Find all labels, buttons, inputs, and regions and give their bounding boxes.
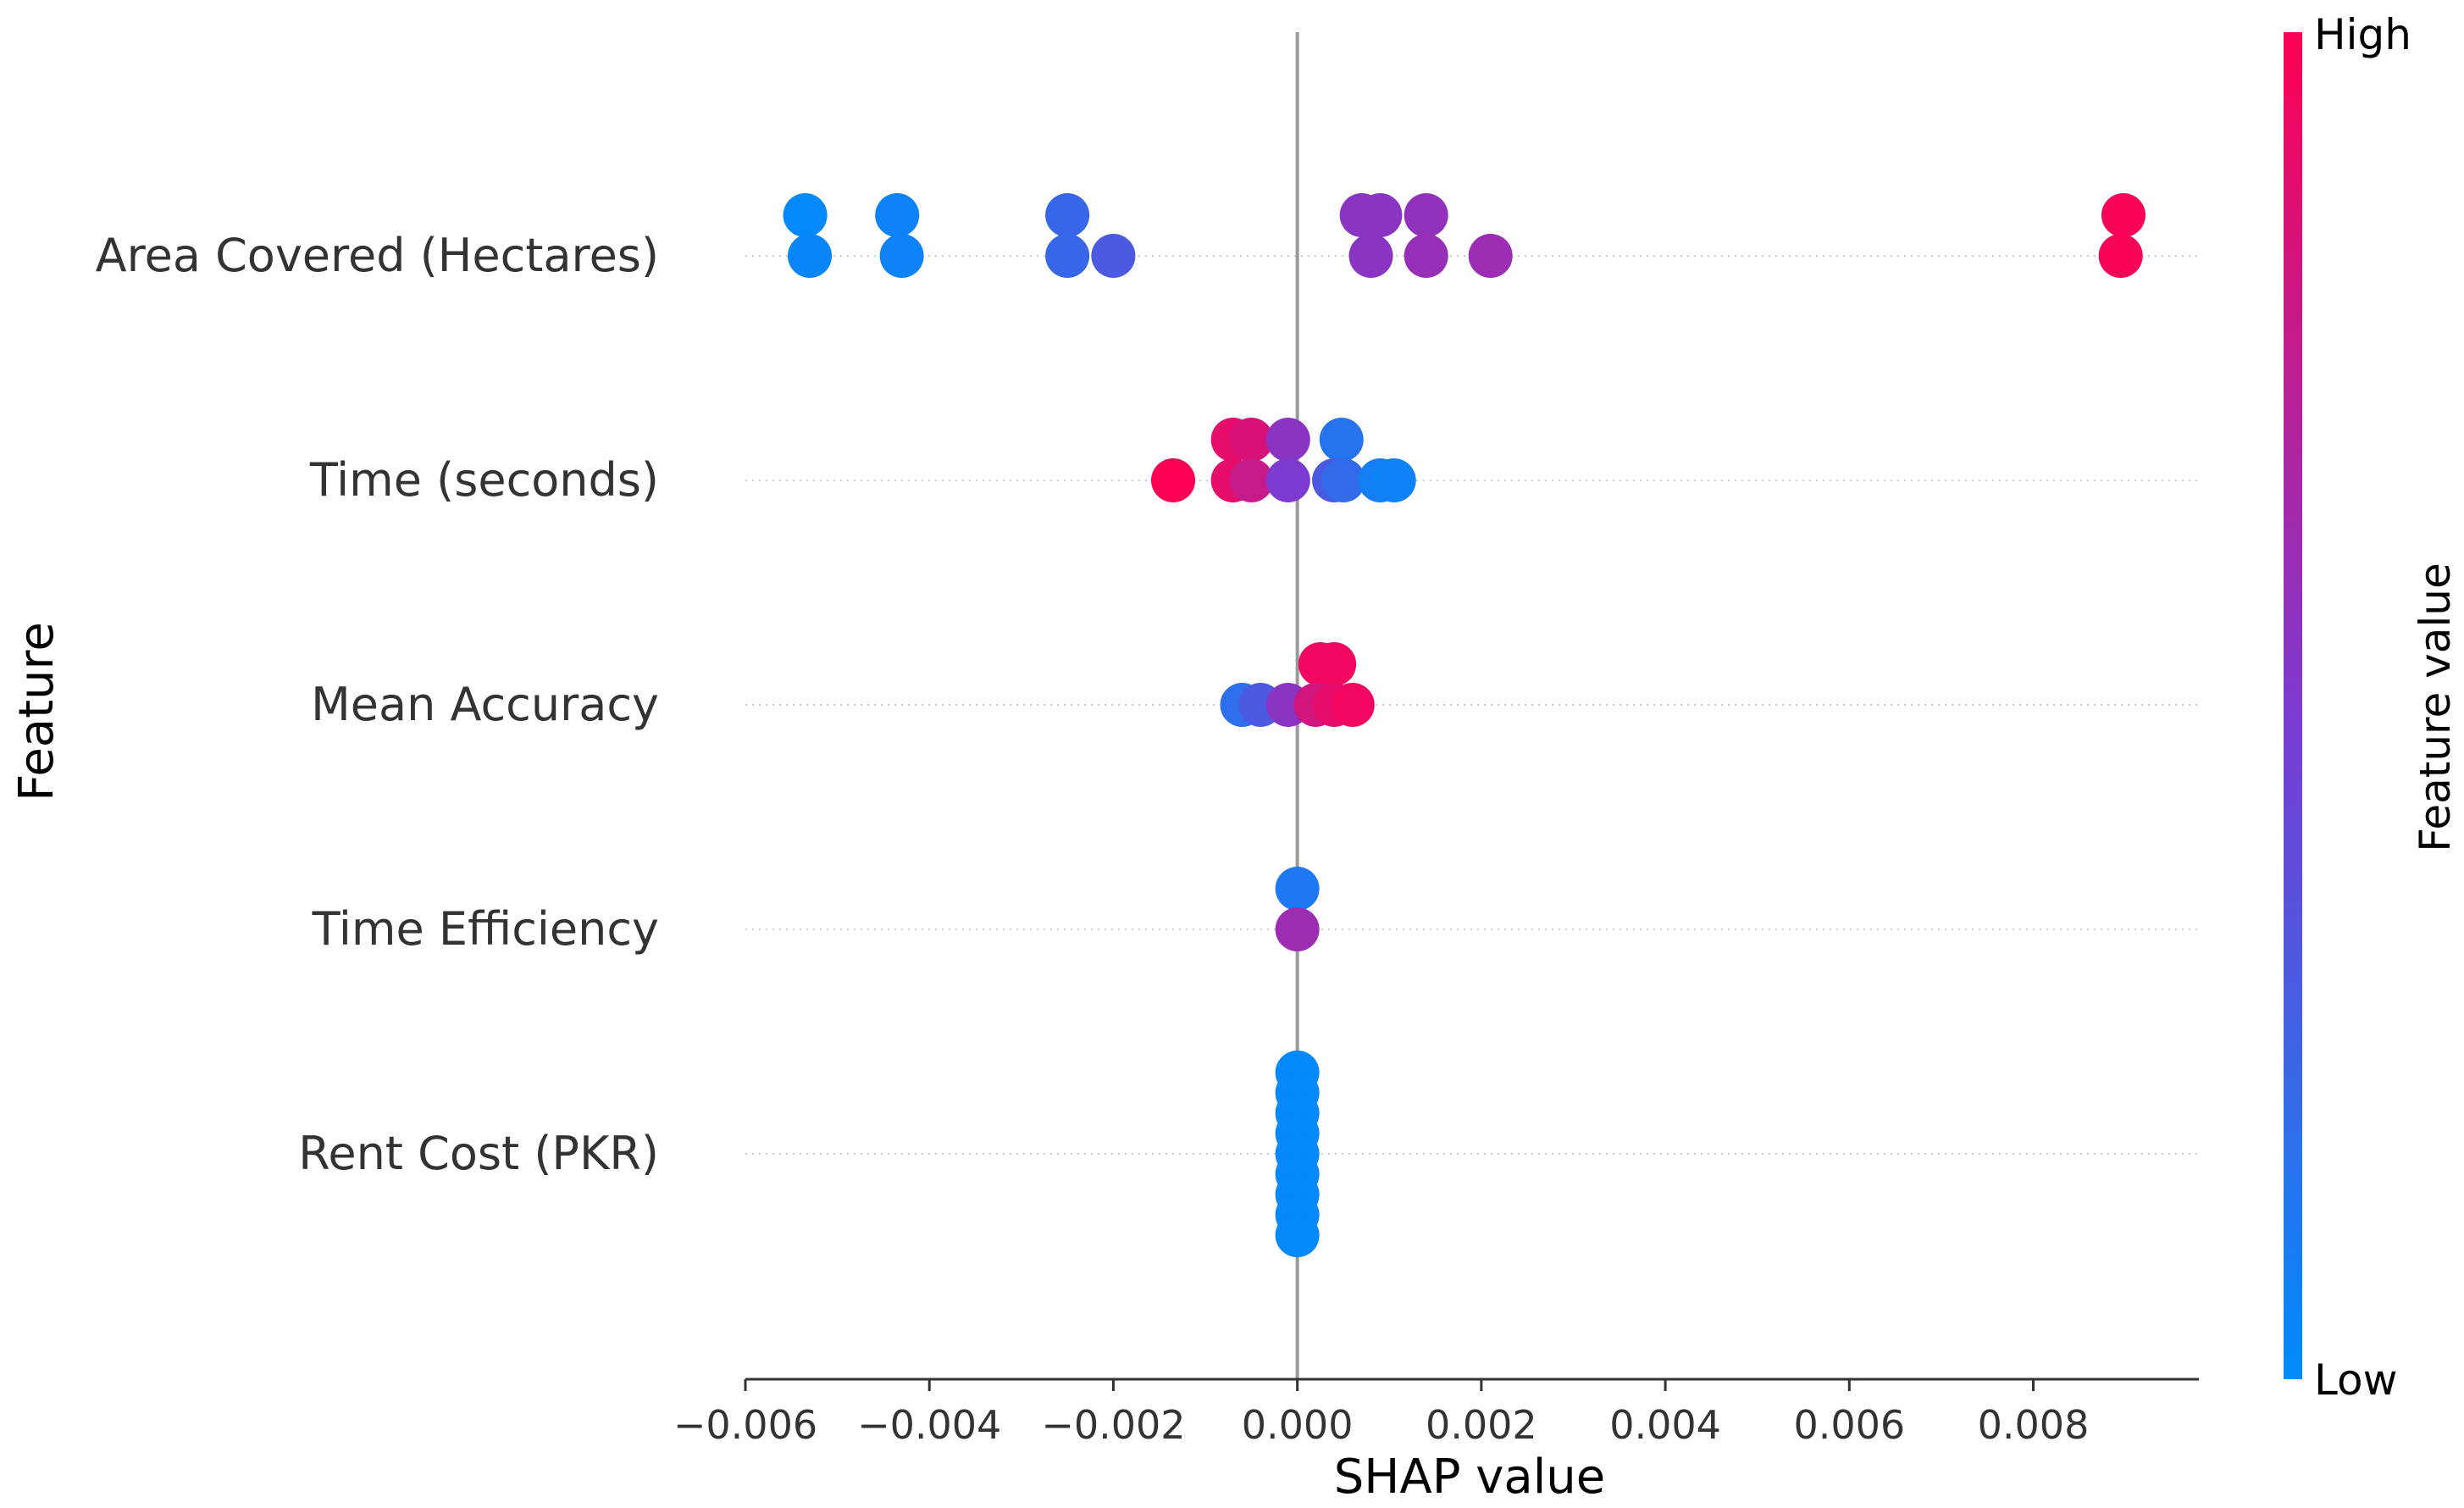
- data-point: [1358, 193, 1403, 237]
- data-point: [1312, 642, 1357, 686]
- data-point: [1229, 458, 1274, 502]
- y-axis-title: Feature: [9, 622, 64, 801]
- data-point: [879, 234, 924, 278]
- x-tick-label: 0.008: [1978, 1402, 2090, 1448]
- data-point: [1404, 234, 1448, 278]
- data-point: [1265, 418, 1310, 462]
- x-tick-label: −0.002: [1041, 1402, 1185, 1448]
- x-tick-label: −0.006: [673, 1402, 817, 1448]
- data-point: [1045, 234, 1090, 278]
- feature-label: Rent Cost (PKR): [298, 1127, 659, 1180]
- data-point: [1348, 234, 1393, 278]
- data-point: [1045, 193, 1090, 237]
- data-point: [1371, 458, 1416, 502]
- feature-label: Area Covered (Hectares): [96, 229, 659, 282]
- data-points: [783, 193, 2146, 1257]
- data-point: [1321, 458, 1365, 502]
- data-point: [1265, 458, 1310, 502]
- x-tick-label: 0.004: [1609, 1402, 1721, 1448]
- data-point: [2101, 193, 2146, 237]
- data-point: [1091, 234, 1136, 278]
- x-axis-ticks: −0.006 −0.004 −0.002 0.000 0.002 0.004 0.006 0.…: [673, 1379, 2089, 1448]
- x-tick-label: −0.004: [857, 1402, 1001, 1448]
- row-guides: [745, 255, 2199, 1155]
- data-point: [1151, 458, 1196, 502]
- feature-label: Time Efficiency: [312, 902, 659, 956]
- data-point: [1275, 867, 1320, 911]
- x-tick-label: 0.002: [1426, 1402, 1537, 1448]
- x-tick-label: 0.000: [1242, 1402, 1354, 1448]
- data-point: [1330, 683, 1375, 727]
- data-point: [2098, 234, 2143, 278]
- data-point: [1319, 418, 1364, 462]
- feature-labels: Area Covered (Hectares) Time (seconds) Mea…: [96, 229, 659, 1180]
- data-point: [788, 234, 833, 278]
- data-point: [1468, 234, 1513, 278]
- feature-label: Time (seconds): [309, 453, 659, 507]
- data-point: [1229, 418, 1274, 462]
- data-point: [1404, 193, 1448, 237]
- colorbar-low-label: Low: [2314, 1356, 2397, 1405]
- x-axis-title: SHAP value: [1334, 1450, 1606, 1505]
- colorbar: [2284, 32, 2302, 1379]
- data-point: [1275, 907, 1320, 951]
- feature-label: Mean Accuracy: [311, 678, 659, 731]
- colorbar-high-label: High: [2314, 10, 2411, 59]
- data-point: [783, 193, 828, 237]
- x-tick-label: 0.006: [1793, 1402, 1905, 1448]
- colorbar-title: Feature value: [2411, 563, 2460, 851]
- data-point: [875, 193, 920, 237]
- data-point: [1275, 1213, 1320, 1257]
